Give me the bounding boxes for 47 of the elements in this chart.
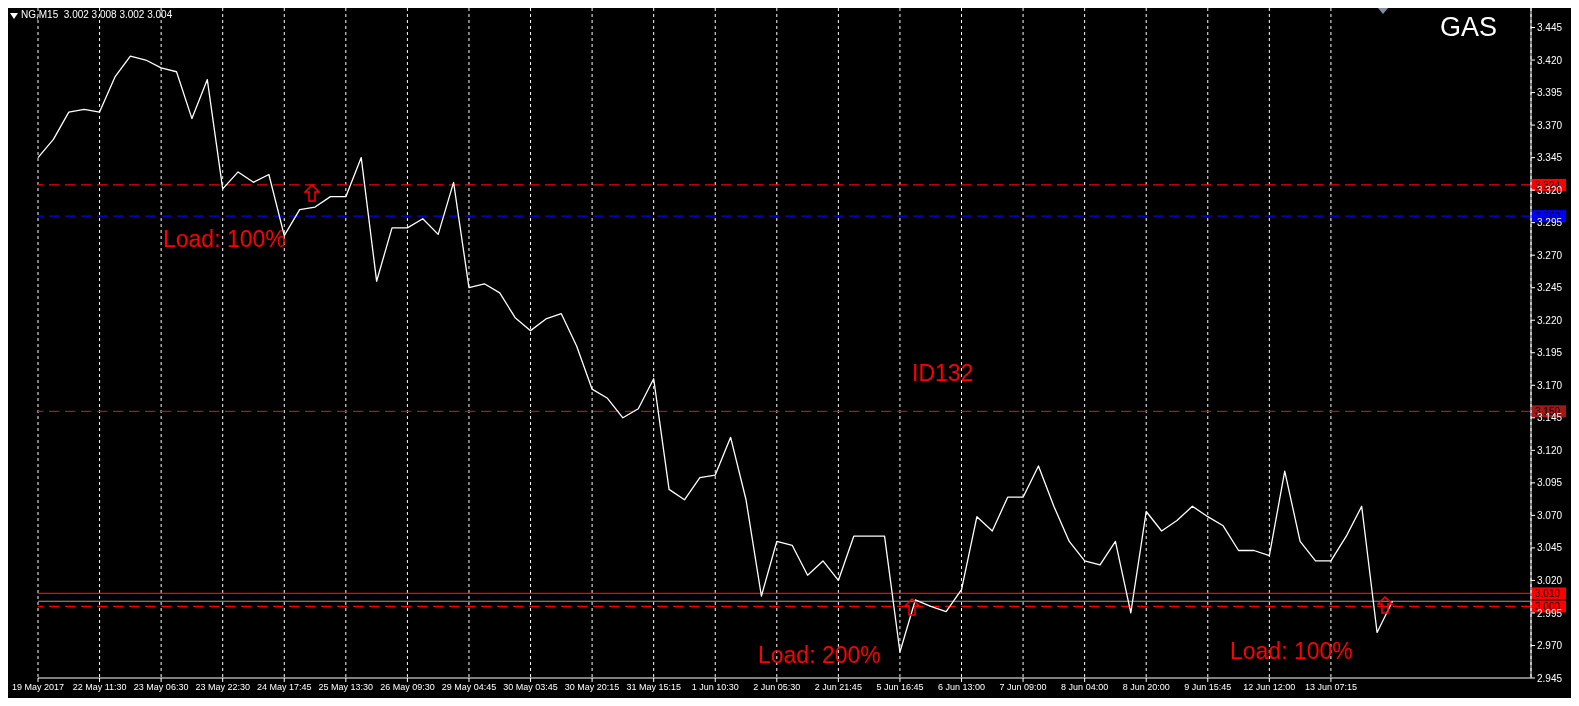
x-tick-label: 19 May 2017 <box>11 682 65 693</box>
x-tick-label: 5 Jun 16:45 <box>876 682 924 693</box>
x-tick-label: 30 May 03:45 <box>503 682 558 693</box>
x-tick-label: 31 May 15:15 <box>626 682 681 693</box>
x-tick-label: 2 Jun 05:30 <box>753 682 801 693</box>
x-tick-label: 29 May 04:45 <box>441 682 497 693</box>
y-tick-label: 3.120 <box>1537 444 1563 456</box>
y-tick-label: 3.370 <box>1537 119 1563 131</box>
x-tick-label: 12 Jun 12:00 <box>1243 682 1296 693</box>
x-tick-label: 25 May 13:30 <box>318 682 374 693</box>
x-tick-label: 6 Jun 13:00 <box>937 682 986 693</box>
x-tick-label: 1 Jun 10:30 <box>691 682 739 693</box>
x-tick-label: 26 May 09:30 <box>380 682 435 693</box>
y-tick-label: 3.145 <box>1537 412 1563 424</box>
x-tick-label: 9 Jun 15:45 <box>1184 682 1232 693</box>
x-tick-label: 23 May 06:30 <box>133 682 189 693</box>
y-tick-label: 3.170 <box>1537 379 1563 391</box>
y-tick-label: 2.945 <box>1537 672 1563 684</box>
x-tick-label: 30 May 20:15 <box>564 682 620 693</box>
x-tick-label: 23 May 22:30 <box>195 682 250 693</box>
x-tick-label: 2 Jun 21:45 <box>814 682 862 693</box>
y-tick-label: 3.395 <box>1537 87 1563 99</box>
y-tick-label: 3.220 <box>1537 314 1563 326</box>
annotation: Load: 100% <box>1230 638 1353 665</box>
annotation: ID132 <box>912 360 974 387</box>
y-tick-label: 2.970 <box>1537 640 1563 652</box>
y-tick-label: 3.270 <box>1537 249 1563 261</box>
ref-line-label: 3.010 <box>1535 588 1561 600</box>
y-tick-label: 3.445 <box>1537 22 1563 34</box>
y-tick-label: 3.095 <box>1537 477 1563 489</box>
x-tick-label: 22 May 11:30 <box>72 682 127 693</box>
y-tick-label: 3.020 <box>1537 574 1563 586</box>
chart-title: GAS <box>1440 12 1498 43</box>
annotation: Load: 100% <box>163 226 286 253</box>
y-tick-label: 3.070 <box>1537 509 1563 521</box>
x-tick-label: 8 Jun 04:00 <box>1061 682 1109 693</box>
x-tick-label: 7 Jun 09:00 <box>999 682 1047 693</box>
y-tick-label: 3.045 <box>1537 542 1563 554</box>
chart-subtitle: NG,M15 3.002 3.008 3.002 3.004 <box>21 9 173 20</box>
annotation: Load: 200% <box>758 642 881 669</box>
y-tick-label: 3.195 <box>1537 347 1563 359</box>
x-tick-label: 8 Jun 20:00 <box>1122 682 1170 693</box>
y-tick-label: 3.245 <box>1537 282 1563 294</box>
x-tick-label: 24 May 17:45 <box>256 682 312 693</box>
y-tick-label: 3.420 <box>1537 54 1563 66</box>
x-tick-label: 13 Jun 07:15 <box>1304 682 1357 693</box>
y-tick-label: 3.345 <box>1537 152 1563 164</box>
